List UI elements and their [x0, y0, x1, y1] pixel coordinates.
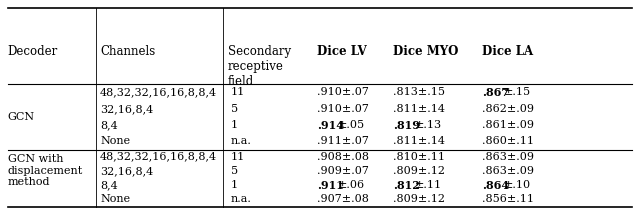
Text: .812: .812 [394, 180, 420, 191]
Text: 48,32,32,16,16,8,8,4: 48,32,32,16,16,8,8,4 [100, 87, 218, 97]
Text: Dice MYO: Dice MYO [394, 45, 459, 58]
Text: .811±.14: .811±.14 [394, 136, 445, 146]
Text: .907±.08: .907±.08 [317, 194, 369, 204]
Text: ±.10: ±.10 [504, 180, 531, 190]
Text: .860±.11: .860±.11 [483, 136, 534, 146]
Text: GCN with
displacement
method: GCN with displacement method [8, 154, 83, 187]
Text: .914: .914 [317, 119, 344, 131]
Text: .908±.08: .908±.08 [317, 152, 369, 162]
Text: .910±.07: .910±.07 [317, 104, 369, 114]
Text: 32,16,8,4: 32,16,8,4 [100, 104, 154, 114]
Text: 11: 11 [231, 152, 245, 162]
Text: .911: .911 [317, 180, 344, 191]
Text: .856±.11: .856±.11 [483, 194, 534, 204]
Text: ±.13: ±.13 [414, 120, 442, 130]
Text: GCN: GCN [8, 112, 35, 122]
Text: ±.05: ±.05 [338, 120, 365, 130]
Text: 8,4: 8,4 [100, 180, 118, 190]
Text: 1: 1 [231, 180, 238, 190]
Text: 11: 11 [231, 87, 245, 97]
Text: .809±.12: .809±.12 [394, 194, 445, 204]
Text: .863±.09: .863±.09 [483, 166, 534, 176]
Text: 1: 1 [231, 120, 238, 130]
Text: ±.15: ±.15 [504, 87, 531, 97]
Text: 48,32,32,16,16,8,8,4: 48,32,32,16,16,8,8,4 [100, 152, 218, 162]
Text: .864: .864 [483, 180, 509, 191]
Text: Dice LV: Dice LV [317, 45, 367, 58]
Text: .811±.14: .811±.14 [394, 104, 445, 114]
Text: .909±.07: .909±.07 [317, 166, 369, 176]
Text: .910±.07: .910±.07 [317, 87, 369, 97]
Text: 5: 5 [231, 104, 238, 114]
Text: n.a.: n.a. [231, 194, 252, 204]
Text: .911±.07: .911±.07 [317, 136, 369, 146]
Text: Decoder: Decoder [8, 45, 58, 58]
Text: .867: .867 [483, 87, 509, 98]
Text: n.a.: n.a. [231, 136, 252, 146]
Text: None: None [100, 194, 131, 204]
Text: 5: 5 [231, 166, 238, 176]
Text: ±.06: ±.06 [338, 180, 365, 190]
Text: 32,16,8,4: 32,16,8,4 [100, 166, 154, 176]
Text: .861±.09: .861±.09 [483, 120, 534, 130]
Text: None: None [100, 136, 131, 146]
Text: Secondary
receptive
field: Secondary receptive field [228, 45, 291, 88]
Text: ±.11: ±.11 [414, 180, 442, 190]
Text: .863±.09: .863±.09 [483, 152, 534, 162]
Text: Dice LA: Dice LA [483, 45, 534, 58]
Text: .862±.09: .862±.09 [483, 104, 534, 114]
Text: .810±.11: .810±.11 [394, 152, 445, 162]
Text: .819: .819 [394, 119, 420, 131]
Text: Channels: Channels [100, 45, 156, 58]
Text: .813±.15: .813±.15 [394, 87, 445, 97]
Text: .809±.12: .809±.12 [394, 166, 445, 176]
Text: 8,4: 8,4 [100, 120, 118, 130]
